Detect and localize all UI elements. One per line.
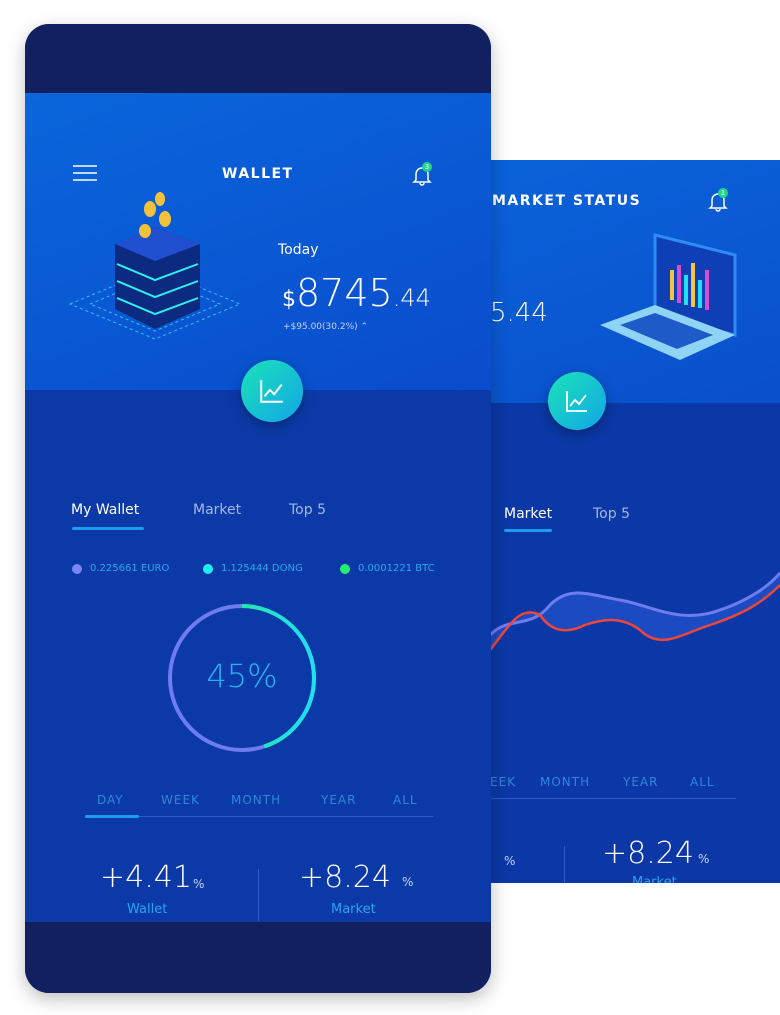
wallet-title: WALLET — [222, 166, 294, 182]
bell-icon[interactable]: 3 — [412, 162, 432, 190]
period-year[interactable]: YEAR — [623, 775, 659, 789]
period-all[interactable]: ALL — [690, 775, 715, 789]
period-all[interactable]: ALL — [393, 793, 418, 807]
market-status-screen: MARKET STATUS 1 5.44 Market Top 5 EEK MO… — [490, 160, 780, 883]
legend-label: 0.0001221 BTC — [358, 563, 435, 574]
period-month[interactable]: MONTH — [231, 793, 282, 807]
divider — [258, 869, 259, 921]
period-year[interactable]: YEAR — [321, 793, 357, 807]
balance-change: +$95.00(30.2%) ⌃ — [283, 322, 368, 332]
stat-unit: % — [402, 875, 414, 889]
stat-unit: % — [698, 852, 710, 866]
market-stat-label: Market — [632, 875, 677, 883]
balance-decimal: .44 — [392, 284, 431, 312]
wallet-stat-value: +4.41 — [100, 860, 192, 895]
progress-label: 45% — [206, 657, 278, 695]
today-label: Today — [278, 242, 319, 258]
tab-my-wallet[interactable]: My Wallet — [71, 502, 140, 518]
tab-market[interactable]: Market — [504, 506, 553, 522]
wallet-header — [25, 93, 491, 390]
tab-top5[interactable]: Top 5 — [593, 506, 630, 522]
legend-dot — [72, 563, 82, 574]
tab-underline — [72, 527, 144, 530]
status-bar — [25, 24, 491, 93]
stat-unit: % — [504, 854, 516, 868]
menu-icon[interactable] — [73, 164, 97, 186]
legend-label: 1.125444 DONG — [221, 563, 303, 574]
stat-unit: % — [193, 877, 205, 891]
divider — [490, 798, 736, 799]
period-week[interactable]: WEEK — [161, 793, 200, 807]
period-day[interactable]: DAY — [97, 793, 124, 807]
wallet-screen: WALLET 3 Today $ 8745 .44 +$95.00(30.2%)… — [25, 24, 491, 993]
legend-dong: 1.125444 DONG — [203, 563, 303, 574]
wallet-stat-label: Wallet — [127, 902, 168, 917]
tab-top5[interactable]: Top 5 — [289, 502, 326, 518]
market-stat-label: Market — [331, 902, 376, 917]
notification-badge: 1 — [718, 188, 728, 198]
divider — [85, 816, 433, 817]
line-chart-icon — [260, 380, 283, 403]
period-underline — [85, 815, 139, 818]
legend-btc: 0.0001221 BTC — [340, 563, 435, 574]
period-month[interactable]: MONTH — [540, 775, 591, 789]
legend-dot — [340, 563, 350, 574]
tab-underline — [504, 529, 552, 532]
balance-integer: 8745 — [296, 271, 393, 315]
legend-euro: 0.225661 EURO — [72, 563, 169, 574]
chart-fab-button[interactable] — [241, 360, 303, 422]
legend-label: 0.225661 EURO — [90, 563, 170, 574]
chart-fab-button[interactable] — [548, 372, 606, 430]
laptop-illustration — [600, 233, 737, 360]
divider — [564, 846, 565, 883]
ring-progress — [168, 604, 316, 752]
bottom-bar — [25, 922, 491, 993]
market-line-chart — [490, 572, 780, 651]
legend-dot — [203, 563, 213, 574]
bell-icon[interactable]: 1 — [708, 188, 728, 216]
period-week[interactable]: EEK — [490, 775, 517, 789]
balance: $ 8745 .44 — [282, 271, 431, 315]
market-amount: 5.44 — [490, 298, 548, 328]
market-stat-value: +8.24 — [299, 860, 391, 895]
tab-market[interactable]: Market — [193, 502, 242, 518]
currency-symbol: $ — [282, 287, 296, 312]
area-fill — [490, 573, 780, 650]
market-title: MARKET STATUS — [492, 193, 642, 209]
server-coins-illustration — [68, 192, 242, 340]
notification-badge: 3 — [422, 162, 432, 172]
market-stat-value: +8.24 — [602, 836, 694, 871]
series-line-red — [490, 584, 780, 651]
progress-ring — [168, 604, 316, 752]
line-chart-icon — [566, 391, 587, 412]
series-line-purple — [490, 572, 780, 637]
change-text: +$95.00(30.2%) — [283, 322, 358, 332]
caret-up-icon: ⌃ — [360, 322, 369, 332]
